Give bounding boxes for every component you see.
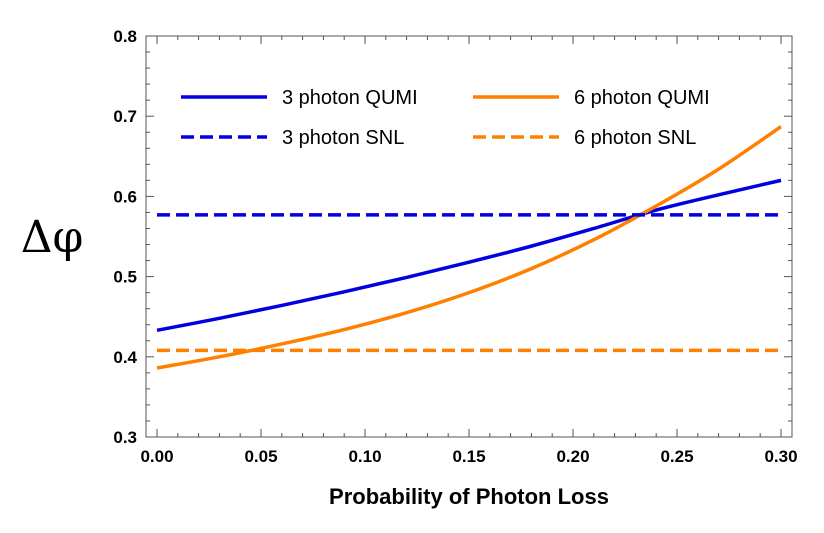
series-line-6-photon-qumi (156, 125, 782, 370)
series-layer (156, 125, 782, 370)
x-tick-label: 0.00 (140, 447, 173, 466)
ticks-layer: 0.00 0.05 0.10 0.15 0.20 0.25 0.30 0.3 0.4 0.5 0.6… (113, 27, 797, 466)
y-axis-label: Δφ (21, 212, 84, 263)
legend-label: 6 photon QUMI (574, 87, 710, 109)
y-tick-label: 0.5 (113, 268, 137, 287)
x-tick-label: 0.05 (244, 447, 277, 466)
legend: 3 photon QUMI 6 photon QUMI 3 photon SNL 6 … (181, 87, 710, 149)
y-tick-label: 0.4 (113, 348, 137, 367)
series-line-3-photon-qumi (156, 178, 782, 333)
y-tick-label: 0.3 (113, 428, 137, 447)
x-axis-label: Probability of Photon Loss (329, 484, 609, 509)
x-tick-label: 0.15 (452, 447, 485, 466)
x-tick-label: 0.25 (660, 447, 693, 466)
x-tick-label: 0.20 (556, 447, 589, 466)
legend-label: 3 photon SNL (282, 127, 404, 149)
x-tick-label: 0.30 (764, 447, 797, 466)
y-tick-label: 0.7 (113, 107, 137, 126)
legend-label: 6 photon SNL (574, 127, 696, 149)
x-tick-label: 0.10 (348, 447, 381, 466)
y-tick-label: 0.8 (113, 27, 137, 46)
legend-label: 3 photon QUMI (282, 87, 418, 109)
y-tick-label: 0.6 (113, 187, 137, 206)
